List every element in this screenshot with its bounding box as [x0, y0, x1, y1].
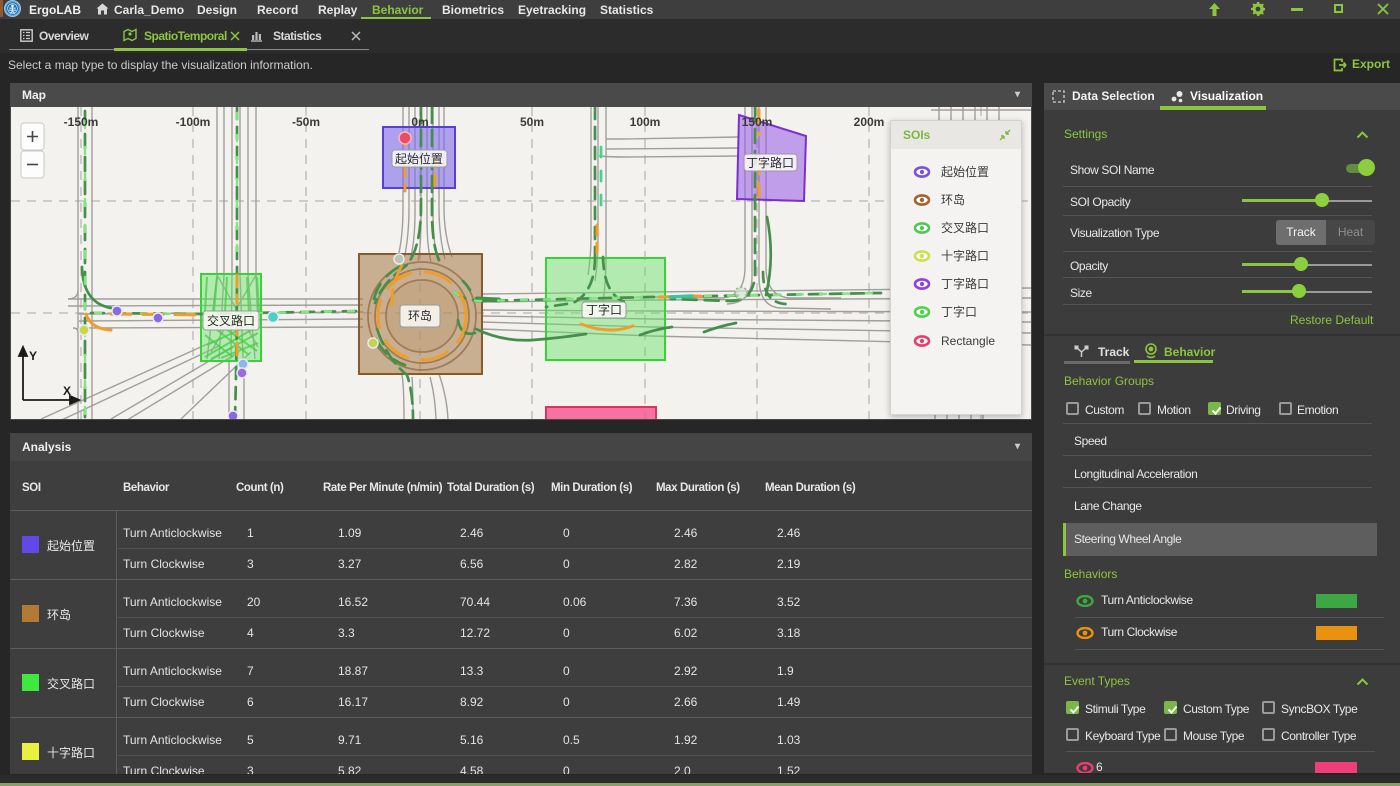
svg-text:Y: Y: [29, 349, 37, 363]
svg-text:丁字口: 丁字口: [586, 302, 622, 317]
svg-text:-150m: -150m: [64, 115, 99, 129]
svg-text:150m: 150m: [742, 115, 773, 129]
svg-text:200m: 200m: [854, 115, 885, 129]
svg-text:-100m: -100m: [176, 115, 211, 129]
svg-text:0m: 0m: [411, 115, 428, 129]
svg-text:-50m: -50m: [292, 115, 320, 129]
svg-text:丁字路口: 丁字路口: [746, 155, 794, 170]
svg-text:X: X: [63, 384, 71, 398]
svg-text:100m: 100m: [630, 115, 661, 129]
svg-text:起始位置: 起始位置: [395, 151, 443, 166]
svg-text:交叉路口: 交叉路口: [207, 313, 255, 328]
svg-text:50m: 50m: [520, 115, 544, 129]
svg-text:环岛: 环岛: [408, 308, 432, 323]
